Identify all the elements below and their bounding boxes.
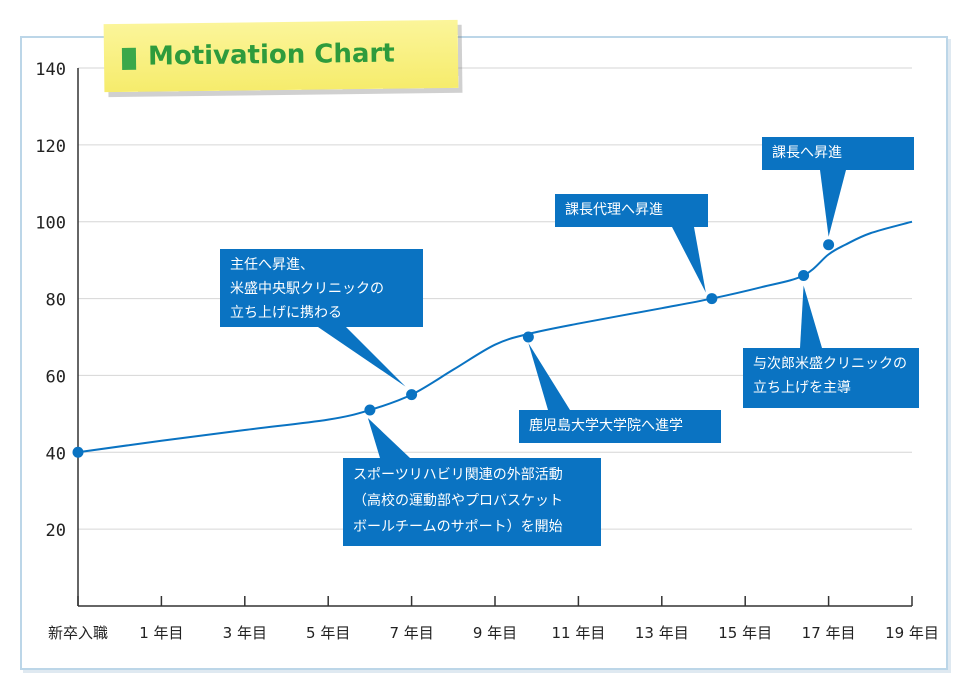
data-point [798, 270, 810, 282]
annotation-graduate-school: 鹿児島大学大学院へ進学 [519, 410, 721, 443]
annotation-line: 立ち上げに携わる [230, 305, 342, 321]
y-tick-label: 100 [35, 214, 66, 234]
annotation-deputy-manager: 課長代理へ昇進 [555, 194, 708, 227]
annotation-line: 立ち上げを主導 [753, 380, 851, 396]
annotation-line: 課長代理へ昇進 [565, 202, 663, 218]
callout-pointers [318, 170, 846, 458]
data-point [364, 404, 376, 416]
annotation-manager: 課長へ昇進 [762, 137, 914, 170]
callout-pointer [800, 285, 822, 348]
y-tick-label: 140 [35, 60, 66, 80]
y-tick-label: 40 [46, 444, 66, 464]
x-tick-label: 19 年目 [885, 624, 939, 642]
y-tick-labels: 20 40 60 80 100 120 140 [35, 60, 66, 541]
data-point [522, 331, 534, 343]
annotation-line: 課長へ昇進 [772, 145, 842, 161]
data-markers [72, 239, 835, 458]
x-tick-labels: 新卒入職 1 年目 3 年目 5 年目 7 年目 9 年目 11 年目 13 年目 15 年目 1… [48, 624, 939, 642]
y-tick-label: 120 [35, 137, 66, 157]
chart-title: Motivation Chart [147, 38, 395, 72]
annotation-yojiro-clinic: 与次郎米盛クリニックの 立ち上げを主導 [743, 348, 919, 408]
axes [77, 68, 913, 607]
annotation-line: スポーツリハビリ関連の外部活動 [353, 467, 563, 483]
x-tick-label: 13 年目 [635, 624, 689, 642]
series-line [77, 220, 913, 454]
callout-pointer [672, 227, 706, 293]
callout-pointer [528, 343, 570, 410]
x-tick-label: 9 年目 [473, 624, 517, 642]
annotation-line: 与次郎米盛クリニックの [753, 356, 907, 372]
callout-pointer [820, 170, 846, 237]
data-point [823, 239, 835, 251]
chart-title-note: Motivation Chart [103, 19, 459, 93]
annotation-sports-rehab: スポーツリハビリ関連の外部活動 （高校の運動部やプロバスケット ボールチームのサ… [343, 458, 601, 546]
x-tick-label: 15 年目 [718, 624, 772, 642]
data-point [72, 446, 84, 458]
data-point [706, 293, 718, 305]
y-tick-label: 80 [46, 291, 66, 311]
annotation-line: 主任へ昇進、 [230, 257, 314, 273]
x-tick-label: 17 年目 [802, 624, 856, 642]
annotation-line: （高校の運動部やプロバスケット [353, 493, 563, 509]
y-tick-label: 20 [46, 521, 66, 541]
x-tick-label: 3 年目 [223, 624, 267, 642]
annotation-line: 米盛中央駅クリニックの [230, 281, 384, 297]
annotation-promotion-chief: 主任へ昇進、 米盛中央駅クリニックの 立ち上げに携わる [220, 249, 423, 327]
y-tick-label: 60 [46, 367, 66, 387]
annotation-line: 鹿児島大学大学院へ進学 [529, 418, 683, 434]
callout-pointer [367, 418, 410, 458]
green-bar-icon [121, 47, 137, 70]
annotation-line: ボールチームのサポート）を開始 [353, 519, 563, 535]
data-point [406, 389, 418, 401]
x-tick-label: 5 年目 [306, 624, 350, 642]
series-line-group [77, 220, 913, 454]
x-tick-label: 新卒入職 [48, 624, 108, 642]
x-tick-label: 1 年目 [139, 624, 183, 642]
x-tick-label: 11 年目 [551, 624, 605, 642]
callout-pointer [318, 327, 406, 387]
x-tick-label: 7 年目 [389, 624, 433, 642]
